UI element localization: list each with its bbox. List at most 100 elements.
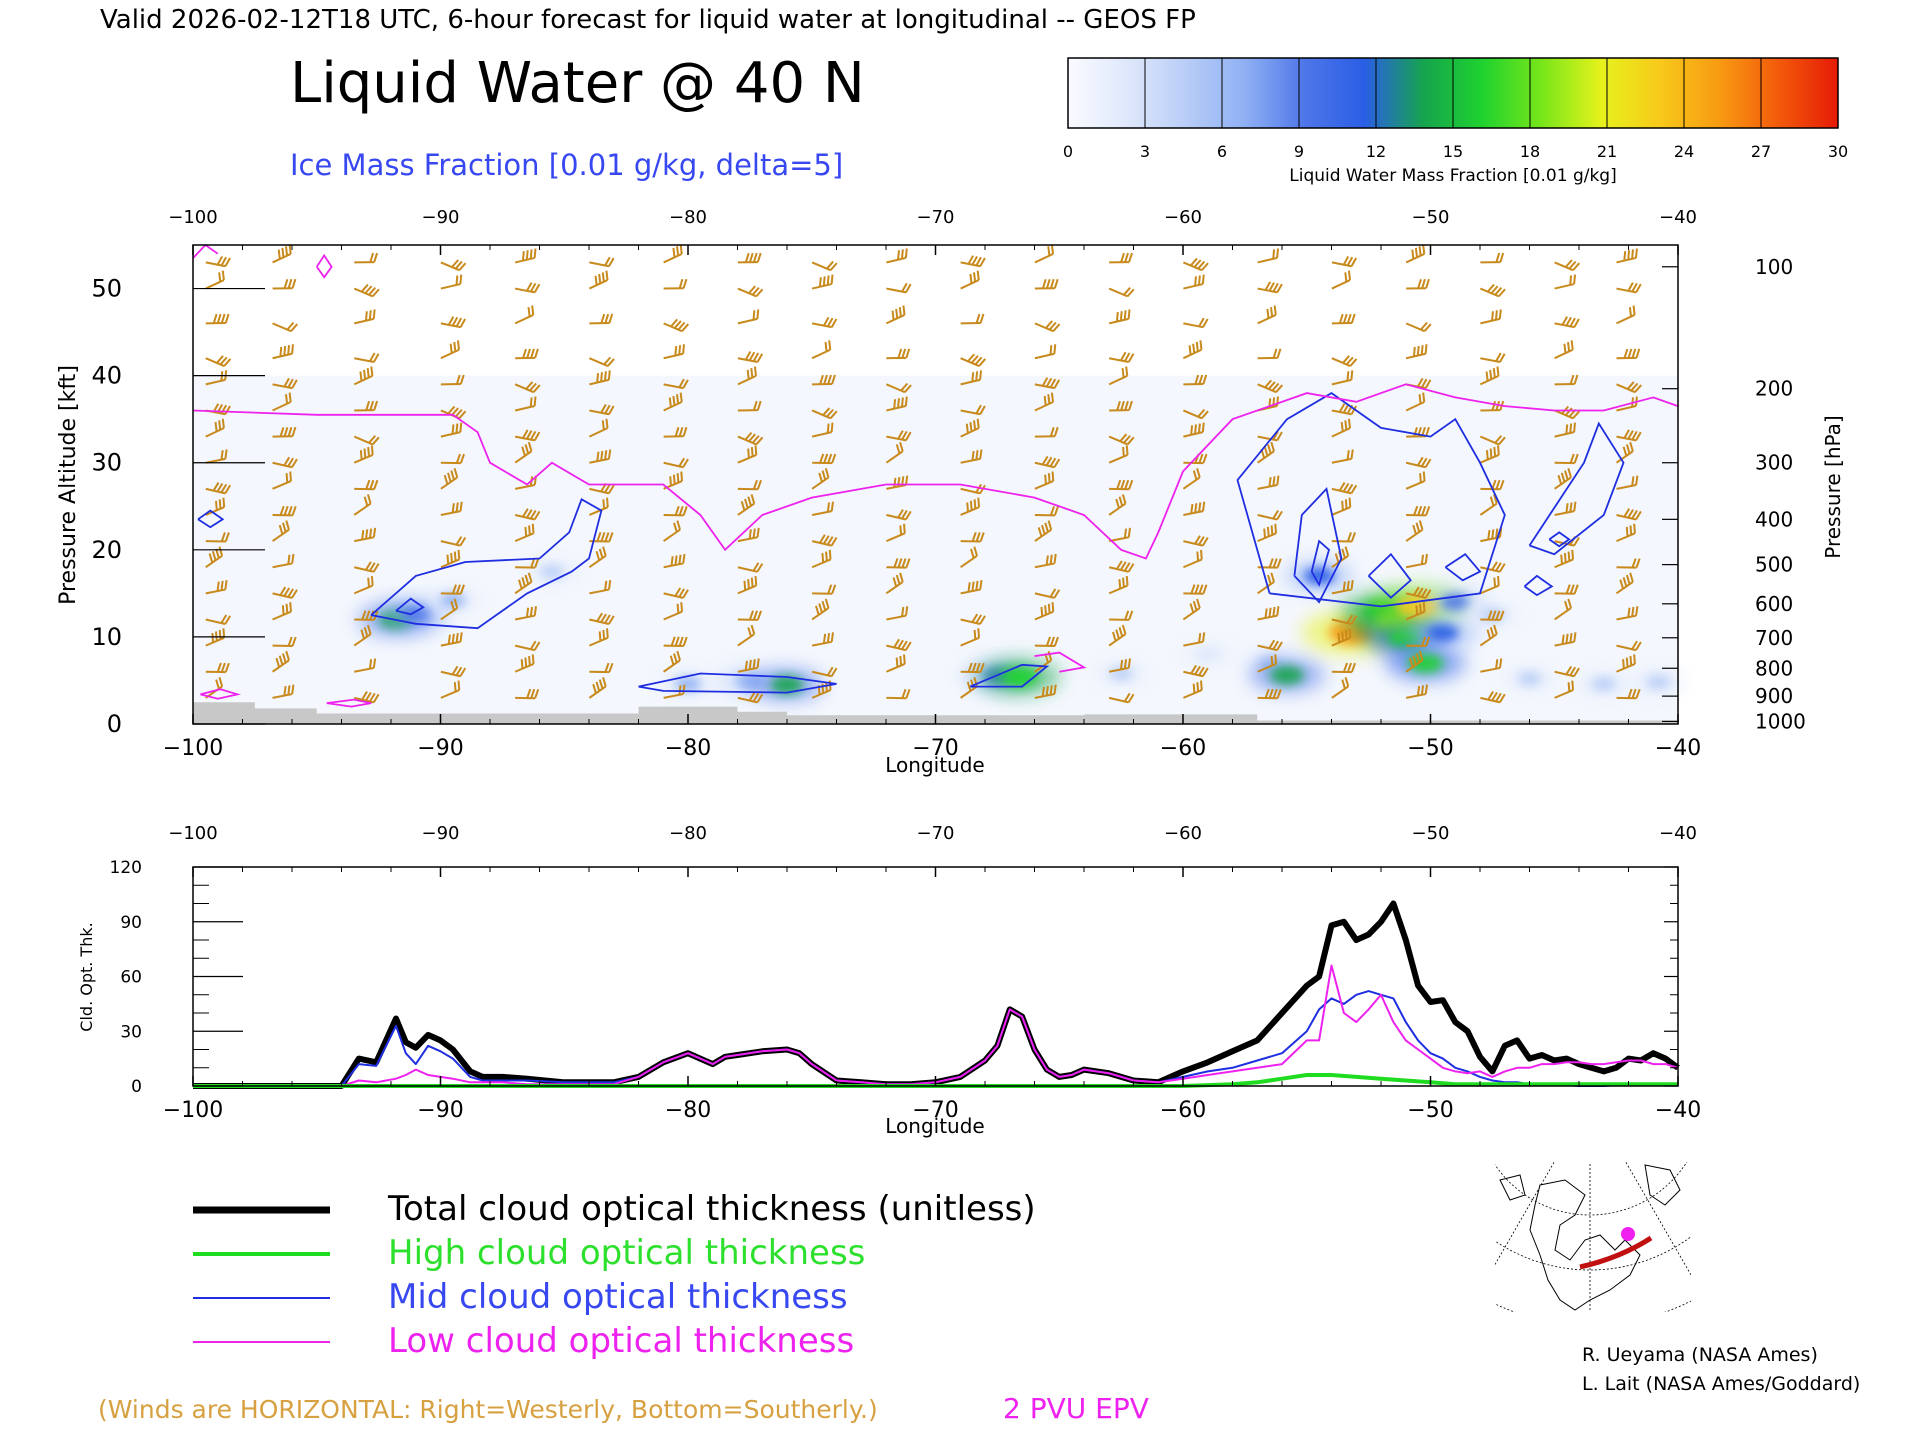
- wind-barb: [1257, 348, 1282, 360]
- wind-barb: [1331, 677, 1350, 699]
- epv-label: 2 PVU EPV: [1003, 1392, 1149, 1425]
- bottom-x-tick-top-label: −70: [917, 823, 955, 844]
- wind-barb-feather: [823, 374, 828, 385]
- wind-barb-feather: [598, 679, 604, 689]
- wind-barb-feather: [371, 288, 380, 298]
- wind-barb-feather: [1189, 257, 1198, 267]
- wind-barb: [589, 256, 615, 268]
- wind-barb-feather: [604, 532, 610, 542]
- wind-barb: [205, 255, 231, 268]
- wind-barb-feather: [287, 588, 294, 598]
- wind-barb-feather: [529, 640, 537, 650]
- wind-barb: [1257, 523, 1278, 543]
- wind-barb-feather: [283, 278, 289, 289]
- wind-barb-feather: [1573, 584, 1579, 595]
- epv-2pvu-line: [192, 383, 1679, 560]
- wind-barb-feather: [751, 287, 760, 296]
- top-pressure-tick-label: 500: [1755, 553, 1793, 577]
- wind-barb-feather: [1128, 252, 1133, 263]
- wind-barb-feather: [287, 345, 291, 355]
- wind-barb-feather: [1569, 275, 1573, 286]
- wind-barb: [737, 366, 757, 386]
- wind-barb-feather: [1489, 369, 1493, 380]
- wind-barb-feather: [1124, 252, 1129, 263]
- wind-barb-feather: [1049, 278, 1055, 289]
- wind-barb-feather: [1123, 435, 1131, 444]
- wind-barb: [811, 501, 834, 516]
- wind-barb-feather: [669, 655, 675, 666]
- wind-barb-feather: [979, 532, 985, 542]
- wind-barb-feather: [368, 435, 377, 444]
- wind-barb-feather: [451, 424, 455, 434]
- wind-barb-feather: [1264, 281, 1272, 291]
- wind-barb: [1257, 248, 1280, 264]
- top-pressure-tick-label: 600: [1755, 592, 1793, 616]
- wind-barb-feather: [1346, 450, 1350, 460]
- credit-line-1: R. Ueyama (NASA Ames): [1582, 1344, 1818, 1366]
- wind-barb-feather: [211, 632, 215, 643]
- wind-barb: [737, 527, 760, 543]
- wind-barb-feather: [1491, 561, 1498, 571]
- wind-barb-feather: [285, 473, 289, 483]
- wind-barb-feather: [283, 505, 289, 516]
- wind-barb-feather: [287, 554, 291, 565]
- top-y2-axis-label: Pressure [hPa]: [1821, 415, 1845, 558]
- wind-barb-feather: [1627, 282, 1634, 292]
- wind-barb-feather: [447, 472, 452, 483]
- wind-barb-feather: [1049, 505, 1055, 516]
- wind-barb-feather: [1196, 598, 1201, 609]
- wind-barb-feather: [218, 420, 222, 430]
- wind-barb-feather: [756, 309, 760, 319]
- wind-barb-feather: [366, 624, 372, 635]
- series-line-0: [193, 900, 1680, 1089]
- wind-barb: [272, 426, 297, 438]
- wind-barb-feather: [979, 449, 983, 460]
- wind-barb-feather: [220, 580, 224, 591]
- wind-barb: [960, 353, 987, 367]
- wind-barb-feather: [1627, 430, 1634, 440]
- wind-barb: [272, 344, 294, 360]
- wind-barb-feather: [1342, 581, 1346, 592]
- wind-barb-feather: [605, 418, 609, 429]
- wind-barb-feather: [1494, 310, 1498, 320]
- wind-barb-feather: [372, 693, 380, 703]
- wind-barb-feather: [1350, 532, 1356, 542]
- wind-barb-feather: [453, 682, 457, 692]
- wind-barb-feather: [291, 684, 295, 695]
- wind-barb-feather: [1189, 603, 1195, 613]
- wind-barb-feather: [975, 662, 981, 673]
- wind-barb-feather: [672, 395, 676, 406]
- wind-barb-feather: [830, 667, 838, 677]
- wind-barb-feather: [1053, 458, 1061, 468]
- wind-barb-feather: [1346, 371, 1350, 381]
- wind-barb-feather: [220, 532, 226, 542]
- top-x-tick-label: −100: [163, 736, 223, 761]
- wind-barb: [440, 453, 465, 465]
- wind-barb: [960, 662, 985, 674]
- top-y-tick-label: 10: [91, 623, 122, 651]
- wind-barb-feather: [453, 551, 457, 562]
- wind-barb: [588, 546, 607, 569]
- wind-barb: [663, 278, 688, 290]
- wind-barb-feather: [1272, 558, 1278, 568]
- wind-barb-feather: [1049, 426, 1055, 437]
- wind-barb-feather: [1493, 494, 1498, 504]
- wind-barb-feather: [967, 255, 975, 265]
- wind-barb-feather: [1341, 548, 1346, 559]
- wind-barb-feather: [1495, 252, 1501, 263]
- wind-barb-feather: [518, 579, 523, 590]
- wind-barb: [1554, 340, 1574, 360]
- wind-barb: [1034, 377, 1061, 390]
- top-panel-content: [192, 243, 1686, 724]
- wind-barb-feather: [1263, 446, 1269, 457]
- wind-barb-feather: [901, 606, 905, 617]
- wind-barb-feather: [521, 446, 526, 457]
- wind-barb-feather: [525, 607, 530, 618]
- ice-contour: [1528, 421, 1625, 556]
- wind-barb-feather: [1053, 589, 1061, 599]
- wind-barb: [1479, 624, 1498, 647]
- wind-barb: [1405, 650, 1424, 673]
- wind-barb-feather: [373, 252, 379, 263]
- wind-barb-feather: [1272, 249, 1276, 259]
- wind-barb-feather: [224, 449, 228, 460]
